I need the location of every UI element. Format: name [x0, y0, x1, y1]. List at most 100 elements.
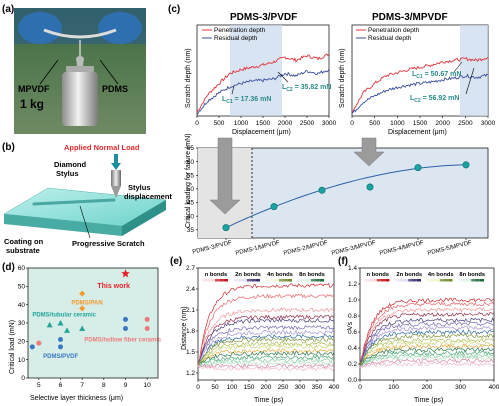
- scratch-groove: [32, 198, 116, 206]
- f-xtick-label: 400: [489, 384, 499, 391]
- c-right-lc2-arrow: [465, 67, 475, 95]
- e-legend-swatch: [219, 279, 224, 282]
- d-label-pvdf: PDMS/PVDF: [43, 354, 78, 360]
- e-legend-label: n bonds: [205, 272, 228, 278]
- d-ytick-label: 30: [18, 320, 26, 327]
- c-bottom-fit-line: [225, 164, 466, 229]
- scratch-pointer: [79, 205, 91, 239]
- stylus-body: [111, 170, 121, 186]
- f-trajectory: [359, 358, 495, 367]
- c-bottom-ytick-label: 40: [187, 213, 195, 220]
- f-xtick-label: 300: [455, 384, 466, 391]
- c-left-xtick-label: 0: [195, 120, 199, 127]
- d-ytick-label: 60: [18, 265, 26, 272]
- stylus-tip: [111, 186, 121, 198]
- c-right-xtick-label: 1500: [413, 120, 428, 127]
- panel-d: (d) 5 6 7 8 9 10 0 10 20 30 40 50 60 This work PDMS/PA…: [2, 262, 162, 402]
- e-trajectory: [197, 341, 335, 367]
- e-trajectory: [197, 329, 335, 366]
- e-legend-swatch: [255, 279, 260, 282]
- d-ytick-label: 40: [18, 302, 26, 309]
- panel-c-label: (c): [168, 4, 180, 15]
- c-bottom-point: [270, 203, 278, 211]
- e-trajectory: [197, 357, 335, 369]
- f-ytick-label: 1.4: [348, 265, 357, 272]
- e-ytick-label: 2.4: [186, 286, 195, 293]
- f-legend-swatch: [385, 279, 390, 282]
- e-trajectory: [197, 293, 335, 365]
- f-legend-swatch: [444, 279, 449, 282]
- e-xtick-label: 300: [295, 384, 306, 391]
- c-link-arrow-right: [353, 137, 385, 167]
- d-point-tubular: [79, 325, 86, 331]
- pdms-label: PDMS: [102, 84, 128, 94]
- e-xtick-label: 100: [227, 384, 238, 391]
- e-trajectory: [197, 333, 335, 366]
- e-xtick-label: 200: [261, 384, 272, 391]
- e-legend-swatch: [302, 279, 307, 282]
- e-legend-swatch: [270, 279, 275, 282]
- e-legend-label: 2n bonds: [235, 272, 261, 278]
- displacement-label-2: displacement: [124, 192, 172, 201]
- c-bottom-point: [414, 164, 422, 172]
- c-left-lc1-arrow: [231, 85, 235, 95]
- f-legend-swatch: [471, 279, 476, 282]
- c-right-ylabel: Scratch depth (nm): [339, 48, 346, 108]
- panel-a: (a) MPVDF PDMS 1 kg: [2, 4, 146, 134]
- f-legend-swatch: [368, 279, 373, 282]
- f-legend-label: n bonds: [366, 272, 389, 278]
- c-left-xtick-label: 500: [214, 120, 225, 127]
- e-trajectory: [197, 348, 335, 367]
- e-legend-swatch: [298, 279, 303, 282]
- f-legend-swatch: [395, 279, 400, 282]
- d-point-pan: [79, 290, 86, 297]
- d-xtick-label: 5: [37, 382, 41, 389]
- d-point: [144, 326, 150, 331]
- f-legend-label: 4n bonds: [428, 272, 454, 278]
- c-right-series-1: [351, 73, 489, 114]
- e-legend-swatch: [242, 279, 247, 282]
- c-left-lc2: LC2 = 35.82 mN: [282, 84, 331, 93]
- e-ytick-label: 1.8: [186, 328, 195, 335]
- c-bottom-ytick-label: 50: [187, 186, 195, 193]
- f-ytick-label: 1.0: [348, 297, 357, 304]
- f-frame: [359, 267, 495, 381]
- d-ytick-label: 50: [18, 284, 26, 291]
- d-xtick-label: 6: [59, 382, 63, 389]
- mpvdf-arrow: [39, 59, 59, 85]
- f-legend-swatch: [408, 279, 413, 282]
- c-right-xtick-label: 1000: [390, 120, 405, 127]
- f-ytick-label: 0.4: [348, 345, 357, 352]
- membrane-strip: [43, 28, 117, 39]
- f-trajectory: [360, 337, 495, 366]
- c-right-xlabel: Displacement (μm): [388, 129, 447, 136]
- c-left-series-0: [196, 53, 330, 113]
- c-bottom-ytick-label: 55: [187, 172, 195, 179]
- e-trajectory: [197, 364, 335, 372]
- f-legend-swatch: [381, 279, 386, 282]
- e-legend-label: 4n bonds: [267, 272, 293, 278]
- d-ytick-label: 10: [18, 357, 26, 364]
- panel-a-label: (a): [2, 4, 14, 15]
- e-legend-swatch: [315, 279, 320, 282]
- c-bottom-point: [366, 183, 374, 191]
- weight-label: 1 kg: [20, 97, 44, 111]
- e-legend-swatch: [223, 279, 228, 282]
- c-left-xtick-label: 2000: [278, 120, 293, 127]
- f-legend-swatch: [412, 279, 417, 282]
- f-legend-swatch: [435, 279, 440, 282]
- hook: [76, 56, 84, 66]
- e-trajectory: [197, 363, 335, 369]
- pdms-arrow: [99, 59, 119, 85]
- c-right-xtick-label: 2000: [435, 120, 450, 127]
- d-label-this-work: This work: [97, 283, 130, 290]
- f-trajectory: [359, 347, 495, 366]
- e-legend-swatch: [283, 279, 288, 282]
- d-label-pan: PDMS/PAN: [71, 301, 102, 307]
- d-ylabel: Critical load (mN): [9, 320, 16, 374]
- e-trajectory: [197, 307, 335, 366]
- c-right-series-0: [351, 56, 489, 113]
- d-point: [123, 316, 128, 322]
- d-point-tubular: [64, 327, 70, 333]
- d-point: [36, 340, 42, 346]
